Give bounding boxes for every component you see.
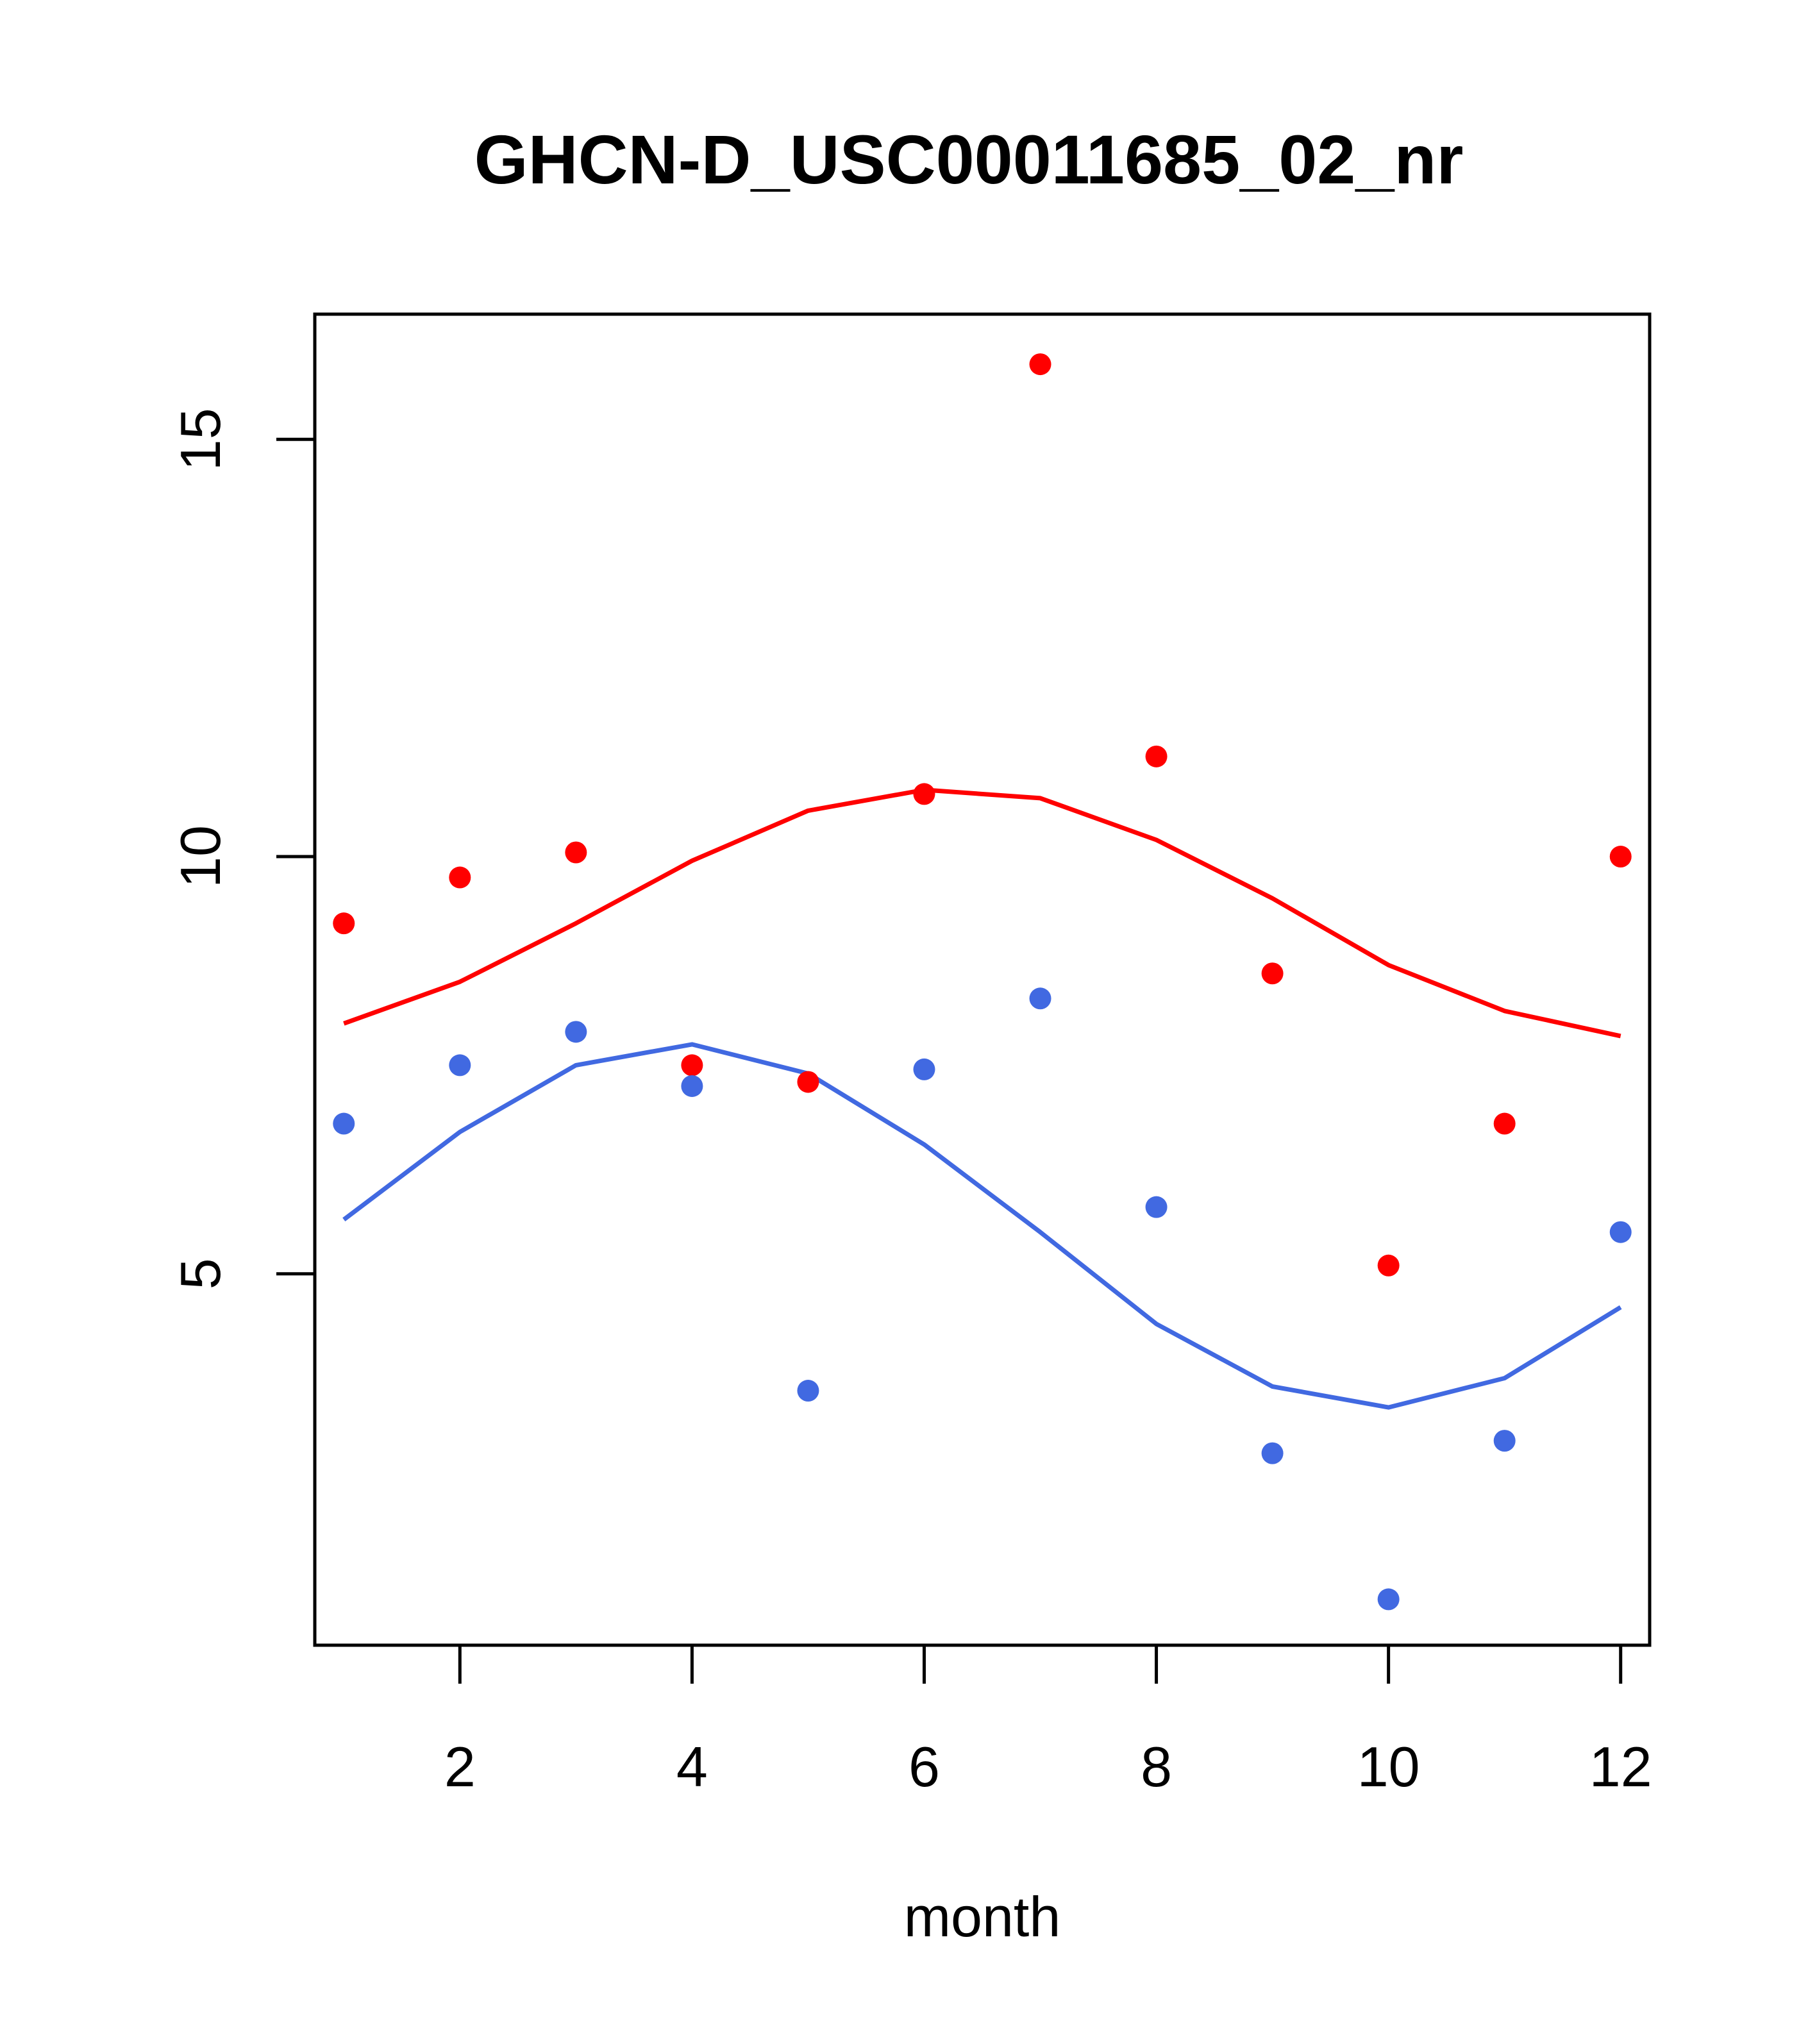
series-line-2 [343,787,1621,1039]
data-point [1145,745,1168,767]
plot-points [333,353,1632,1611]
data-point [681,1054,703,1076]
data-point [797,1071,819,1093]
data-point [565,1021,587,1043]
plot-frame [313,312,1652,1647]
data-point [1609,1221,1632,1243]
x-tick-label: 12 [1589,1735,1652,1798]
x-axis-label: month [904,1885,1061,1948]
data-point [1377,1588,1400,1611]
data-point [565,841,587,864]
plot-lines [342,787,1622,1410]
y-axis: 5 10 15 [169,408,315,1289]
data-point [1493,1112,1516,1135]
y-tick-label: 15 [169,408,232,471]
data-point [1609,846,1632,868]
data-point [797,1380,819,1402]
x-tick-label: 4 [676,1735,708,1798]
data-point [1493,1430,1516,1452]
data-point [449,1054,471,1076]
y-tick-label: 5 [169,1258,232,1289]
x-tick-label: 8 [1141,1735,1172,1798]
y-tick-label: 10 [169,825,232,888]
x-tick-label: 2 [444,1735,476,1798]
x-axis: 2 4 6 8 10 12 [444,1645,1652,1798]
x-tick-label: 6 [908,1735,940,1798]
chart-title: GHCN-D_USC00011685_02_nr [474,121,1464,198]
data-point [913,783,935,805]
data-point [333,912,355,935]
series-line-3 [342,1042,1622,1410]
x-tick-label: 10 [1357,1735,1420,1798]
data-point [1261,962,1284,985]
data-point [1377,1254,1400,1277]
data-point [913,1058,935,1080]
data-point [1261,1442,1284,1464]
data-point [681,1075,703,1097]
data-point [1145,1196,1168,1218]
data-point [1029,353,1051,376]
data-point [449,866,471,889]
data-point [333,1112,355,1135]
data-point [1029,987,1051,1010]
